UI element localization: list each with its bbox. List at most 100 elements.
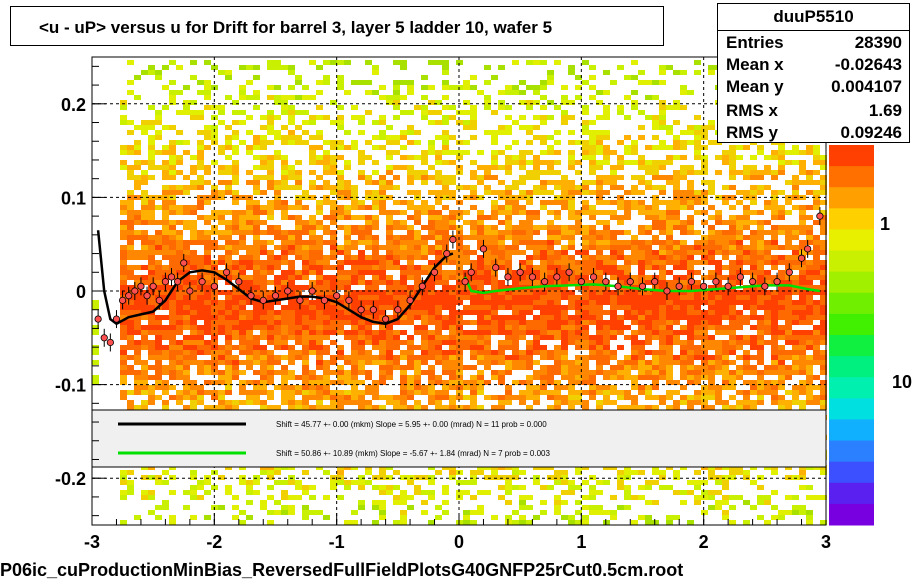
heatmap-cell — [652, 135, 659, 140]
heatmap-cell — [365, 375, 372, 380]
heatmap-cell — [449, 190, 456, 195]
heatmap-cell — [512, 355, 519, 360]
heatmap-cell — [729, 325, 736, 330]
heatmap-cell — [393, 80, 400, 85]
heatmap-cell — [204, 235, 211, 240]
heatmap-cell — [463, 270, 470, 275]
heatmap-cell — [519, 350, 526, 355]
heatmap-cell — [246, 220, 253, 225]
heatmap-cell — [547, 325, 554, 330]
heatmap-cell — [316, 255, 323, 260]
heatmap-cell — [218, 315, 225, 320]
heatmap-cell — [680, 195, 687, 200]
heatmap-cell — [533, 375, 540, 380]
heatmap-cell — [260, 500, 267, 505]
heatmap-cell — [407, 240, 414, 245]
heatmap-cell — [631, 360, 638, 365]
heatmap-cell — [547, 145, 554, 150]
heatmap-cell — [239, 255, 246, 260]
heatmap-cell — [162, 190, 169, 195]
heatmap-cell — [505, 145, 512, 150]
heatmap-cell — [274, 405, 281, 410]
heatmap-cell — [330, 400, 337, 405]
heatmap-cell — [281, 325, 288, 330]
heatmap-cell — [435, 110, 442, 115]
heatmap-cell — [470, 320, 477, 325]
heatmap-cell — [365, 360, 372, 365]
heatmap-cell — [393, 365, 400, 370]
heatmap-cell — [673, 300, 680, 305]
heatmap-cell — [183, 175, 190, 180]
heatmap-cell — [379, 355, 386, 360]
heatmap-cell — [309, 385, 316, 390]
heatmap-cell — [372, 135, 379, 140]
heatmap-cell — [337, 145, 344, 150]
heatmap-cell — [323, 155, 330, 160]
heatmap-cell — [603, 270, 610, 275]
heatmap-cell — [148, 200, 155, 205]
heatmap-cell — [687, 125, 694, 130]
heatmap-cell — [631, 150, 638, 155]
heatmap-cell — [197, 200, 204, 205]
heatmap-cell — [659, 245, 666, 250]
heatmap-cell — [176, 110, 183, 115]
heatmap-cell — [645, 170, 652, 175]
heatmap-cell — [253, 350, 260, 355]
heatmap-cell — [435, 135, 442, 140]
heatmap-cell — [274, 150, 281, 155]
heatmap-cell — [148, 205, 155, 210]
heatmap-cell — [358, 115, 365, 120]
heatmap-cell — [148, 155, 155, 160]
heatmap-cell — [533, 230, 540, 235]
heatmap-cell — [134, 125, 141, 130]
heatmap-cell — [554, 140, 561, 145]
heatmap-cell — [638, 350, 645, 355]
heatmap-cell — [232, 110, 239, 115]
heatmap-cell — [351, 80, 358, 85]
heatmap-cell — [288, 230, 295, 235]
heatmap-cell — [155, 365, 162, 370]
heatmap-cell — [596, 285, 603, 290]
heatmap-cell — [631, 305, 638, 310]
heatmap-cell — [288, 70, 295, 75]
heatmap-cell — [477, 225, 484, 230]
heatmap-cell — [295, 350, 302, 355]
heatmap-cell — [442, 405, 449, 410]
heatmap-cell — [148, 235, 155, 240]
heatmap-cell — [428, 350, 435, 355]
heatmap-cell — [722, 405, 729, 410]
heatmap-cell — [603, 90, 610, 95]
heatmap-cell — [484, 305, 491, 310]
heatmap-cell — [253, 290, 260, 295]
heatmap-cell — [435, 245, 442, 250]
heatmap-cell — [603, 510, 610, 515]
heatmap-cell — [547, 265, 554, 270]
heatmap-cell — [659, 220, 666, 225]
heatmap-cell — [169, 355, 176, 360]
heatmap-cell — [225, 385, 232, 390]
heatmap-cell — [253, 175, 260, 180]
heatmap-cell — [498, 295, 505, 300]
heatmap-cell — [421, 160, 428, 165]
heatmap-cell — [358, 80, 365, 85]
heatmap-cell — [365, 175, 372, 180]
heatmap-cell — [442, 235, 449, 240]
heatmap-cell — [442, 140, 449, 145]
heatmap-cell — [190, 475, 197, 480]
heatmap-cell — [512, 195, 519, 200]
heatmap-cell — [652, 395, 659, 400]
heatmap-cell — [155, 220, 162, 225]
heatmap-cell — [638, 515, 645, 520]
heatmap-cell — [596, 490, 603, 495]
heatmap-cell — [351, 290, 358, 295]
heatmap-cell — [701, 190, 708, 195]
heatmap-cell — [582, 375, 589, 380]
heatmap-cell — [435, 210, 442, 215]
heatmap-cell — [687, 360, 694, 365]
heatmap-cell — [568, 325, 575, 330]
heatmap-cell — [533, 225, 540, 230]
heatmap-cell — [666, 230, 673, 235]
heatmap-cell — [260, 385, 267, 390]
heatmap-cell — [484, 320, 491, 325]
heatmap-cell — [638, 370, 645, 375]
